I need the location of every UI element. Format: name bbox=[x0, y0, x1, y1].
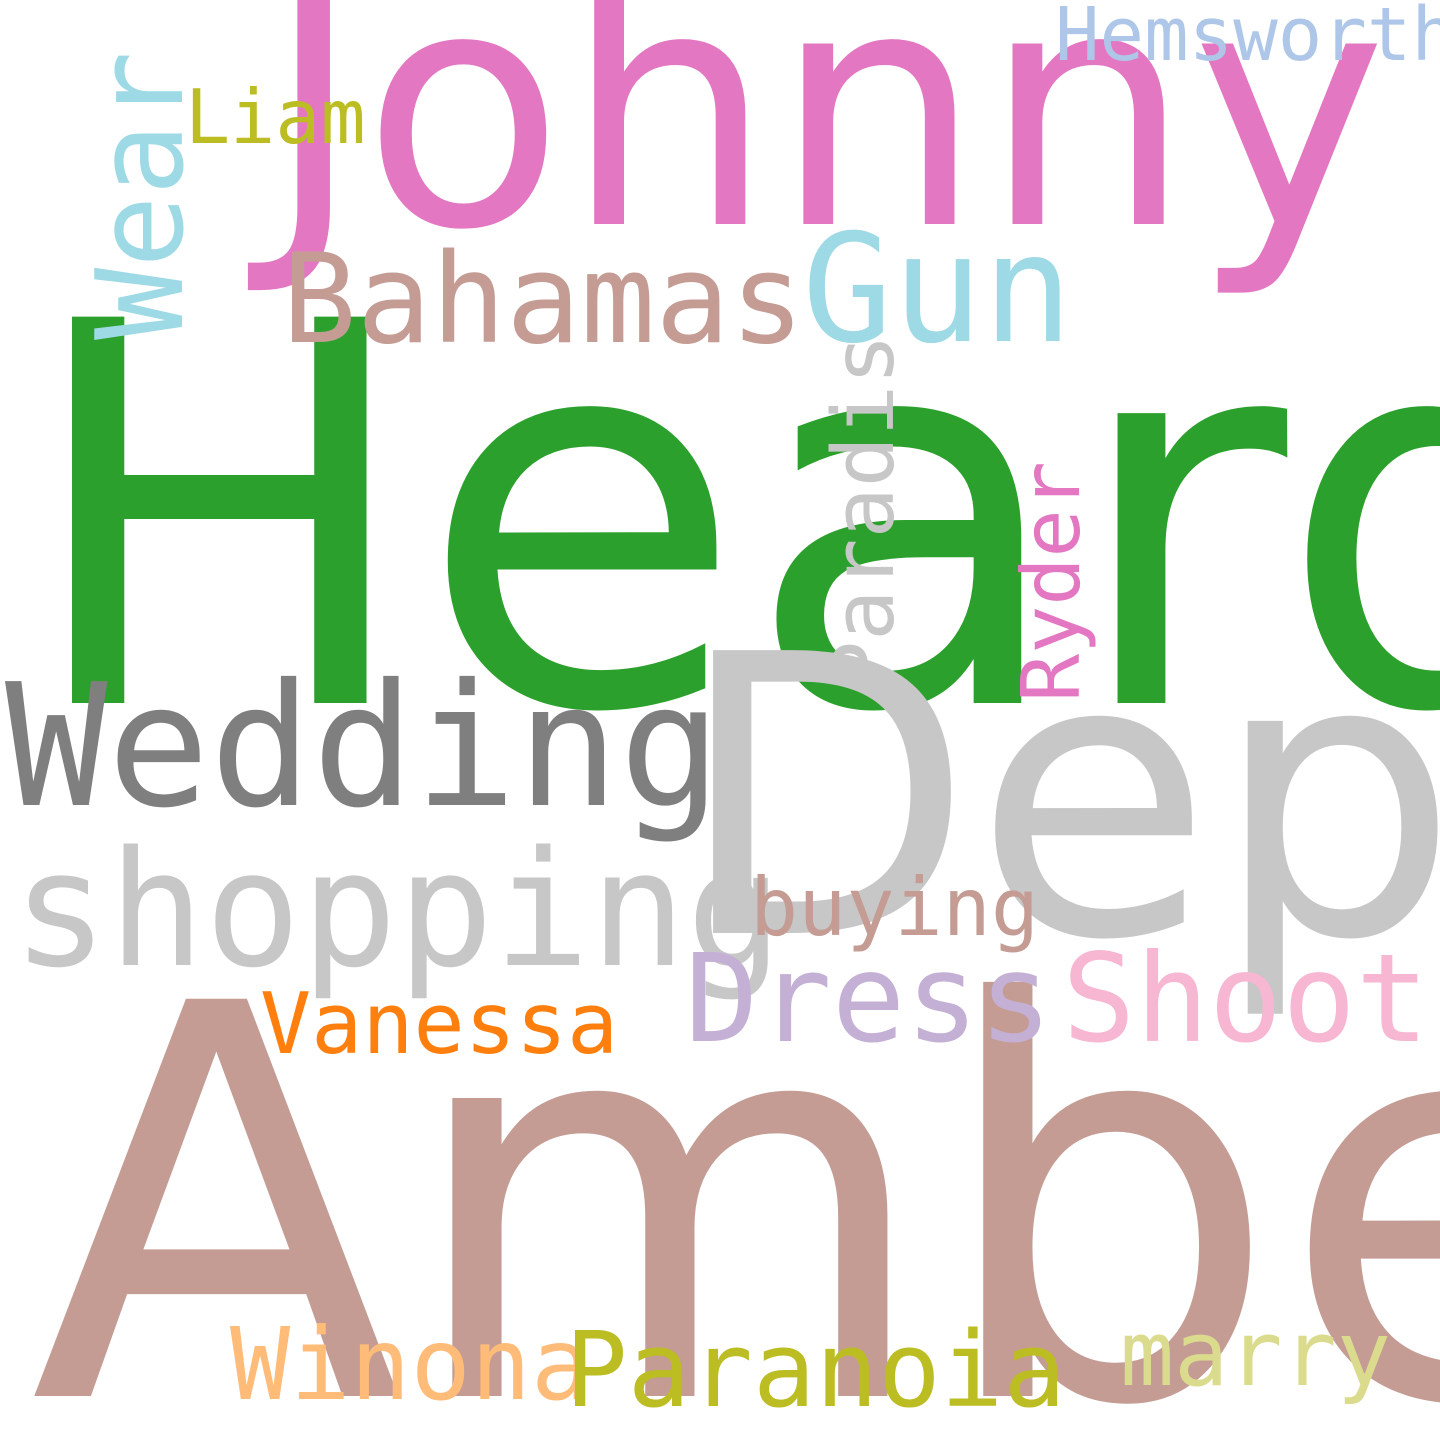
word-wedding: Wedding bbox=[5, 648, 722, 846]
word-bahamas: Bahamas bbox=[282, 228, 805, 372]
word-vanessa: Vanessa bbox=[260, 975, 619, 1074]
word-liam: Liam bbox=[185, 73, 366, 161]
word-hemsworth: Hemsworth bbox=[1055, 0, 1440, 78]
word-buying: buying bbox=[750, 861, 1039, 954]
word-shopping: shopping bbox=[12, 816, 783, 1003]
word-ryder: Ryder bbox=[1005, 461, 1098, 702]
word-paradis: Paradis bbox=[815, 333, 914, 692]
word-depp: Depp bbox=[675, 573, 1440, 1025]
word-wear: Wear bbox=[72, 51, 211, 340]
word-gun: Gun bbox=[802, 203, 1073, 377]
word-johnny: Johnny bbox=[265, 0, 1387, 302]
word-dress: Dress bbox=[685, 928, 1053, 1070]
word-marry: marry bbox=[1120, 1302, 1391, 1407]
word-winona: Winona bbox=[230, 1306, 592, 1423]
word-paranoia: Paranoia bbox=[565, 1309, 1066, 1431]
word-heard: Heard bbox=[20, 211, 1440, 828]
word-shoot: Shoot bbox=[1062, 928, 1430, 1070]
word-amber: Amber bbox=[30, 890, 1440, 1440]
